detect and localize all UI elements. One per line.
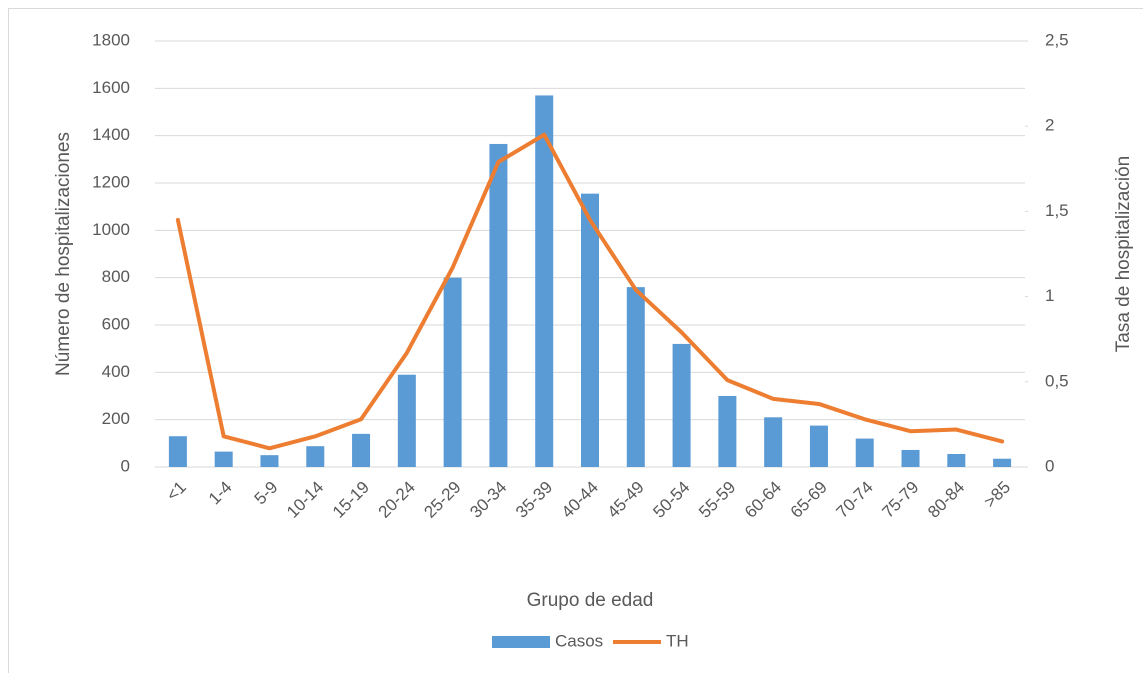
y-tick-label: 1800 (92, 30, 130, 49)
x-tick-label: <1 (163, 478, 190, 505)
bar (764, 417, 783, 467)
x-tick-label: 55-59 (695, 478, 739, 522)
bar (901, 449, 920, 467)
bar (352, 433, 371, 467)
line (175, 132, 1005, 451)
bar (809, 425, 828, 467)
chart-border (8, 8, 1143, 673)
x-tick-label: >85 (980, 478, 1014, 512)
x-tick-label: 1-4 (205, 478, 236, 509)
bar (397, 374, 416, 467)
x-tick-label: 40-44 (558, 478, 602, 522)
x-tick-label: 75-79 (878, 478, 922, 522)
bar (306, 446, 325, 467)
x-tick-label: 5-9 (251, 478, 282, 509)
y-tick-label: 0 (121, 456, 130, 475)
bar (718, 396, 737, 467)
x-tick-label: 65-69 (787, 478, 831, 522)
legend-swatch (492, 636, 550, 648)
y2-tick-label: 1,5 (1045, 201, 1069, 220)
x-tick-label: 60-64 (741, 478, 785, 522)
bar (168, 436, 187, 467)
legend-label: TH (666, 631, 689, 650)
y2-tick-label: 1 (1045, 286, 1054, 305)
y-tick-label: 1600 (92, 78, 130, 97)
x-tick-label: 10-14 (283, 478, 327, 522)
bar (581, 193, 599, 467)
bar (443, 277, 462, 467)
x-tick-label: 50-54 (649, 478, 693, 522)
x-axis-title: Grupo de edad (527, 590, 654, 611)
y-tick-label: 600 (102, 314, 130, 333)
y-axis-title: Número de hospitalizaciones (53, 132, 74, 376)
bar (535, 95, 554, 467)
x-tick-label: 15-19 (329, 478, 373, 522)
y-tick-label: 1000 (92, 220, 130, 239)
y2-tick-label: 2,5 (1045, 30, 1069, 49)
bar (993, 458, 1012, 467)
x-tick-label: 45-49 (604, 478, 648, 522)
bar (260, 455, 279, 467)
y2-tick-label: 0 (1045, 456, 1054, 475)
y-tick-label: 1400 (92, 125, 130, 144)
y2-axis-title: Tasa de hospitalización (1113, 156, 1134, 352)
bar (626, 287, 645, 467)
bar (672, 343, 691, 467)
x-tick-label: 20-24 (375, 478, 419, 522)
x-tick-label: 70-74 (833, 478, 877, 522)
legend-label: Casos (555, 631, 603, 650)
y2-tick-label: 2 (1045, 116, 1054, 135)
x-tick-label: 35-39 (512, 478, 556, 522)
x-tick-label: 25-29 (420, 478, 464, 522)
bar (855, 438, 874, 467)
bar (947, 453, 966, 467)
bar (489, 143, 508, 467)
bar (214, 451, 233, 467)
x-tick-label: 30-34 (466, 478, 510, 522)
y-tick-label: 1200 (92, 172, 130, 191)
y-tick-label: 400 (102, 362, 130, 381)
y-tick-label: 200 (102, 409, 130, 428)
x-tick-label: 80-84 (924, 478, 968, 522)
y-tick-label: 800 (102, 267, 130, 286)
y2-tick-label: 0,5 (1045, 371, 1069, 390)
